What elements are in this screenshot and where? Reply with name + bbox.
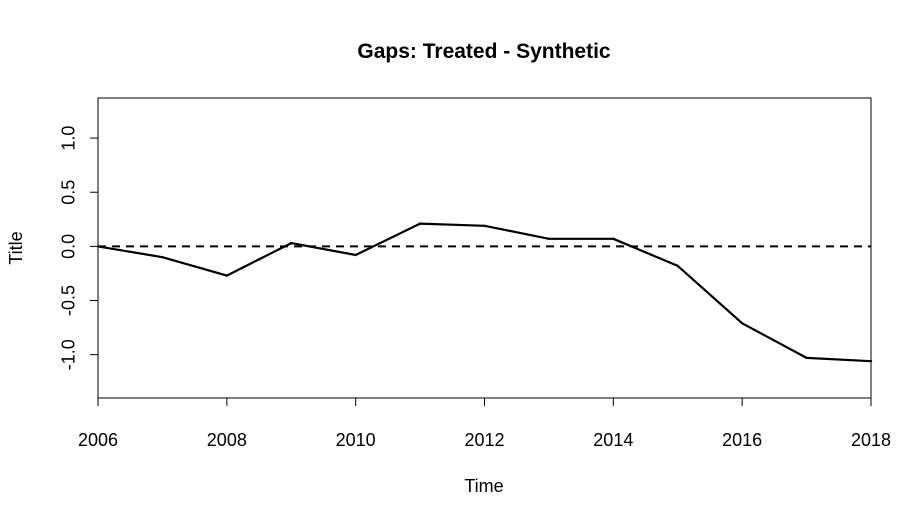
y-tick-label: 0.0 bbox=[59, 234, 79, 259]
data-point bbox=[869, 359, 873, 363]
x-tick-label: 2006 bbox=[78, 430, 118, 450]
x-tick-label: 2016 bbox=[722, 430, 762, 450]
data-point bbox=[676, 264, 679, 268]
x-tick-label: 2018 bbox=[851, 430, 891, 450]
x-tick-label: 2010 bbox=[336, 430, 376, 450]
y-tick-label: -0.5 bbox=[59, 285, 79, 316]
y-tick-label: 0.5 bbox=[59, 180, 79, 205]
y-tick-label: -1.0 bbox=[59, 339, 79, 370]
data-point bbox=[740, 322, 744, 325]
data-point bbox=[612, 237, 615, 240]
data-point bbox=[161, 256, 164, 259]
y-axis: -1.0 -0.5 0.0 0.5 1.0 bbox=[59, 126, 98, 370]
data-point bbox=[805, 356, 808, 360]
data-point bbox=[547, 237, 551, 240]
y-axis-label: Title bbox=[6, 231, 26, 264]
x-axis: 2006 2008 2010 2012 2014 2016 2018 bbox=[78, 398, 891, 450]
data-point bbox=[96, 245, 100, 248]
data-point bbox=[483, 224, 486, 227]
x-tick-label: 2008 bbox=[207, 430, 247, 450]
data-point bbox=[354, 253, 357, 257]
plot-frame bbox=[97, 97, 872, 399]
series-layer bbox=[96, 222, 873, 363]
chart-title: Gaps: Treated - Synthetic bbox=[357, 40, 611, 63]
gap-series-line bbox=[97, 222, 872, 363]
data-point bbox=[418, 222, 422, 225]
x-axis-label: Time bbox=[464, 476, 503, 496]
x-tick-label: 2014 bbox=[593, 430, 633, 450]
y-tick-label: 1.0 bbox=[59, 126, 79, 151]
x-tick-label: 2012 bbox=[464, 430, 504, 450]
data-point bbox=[290, 241, 293, 245]
data-point bbox=[225, 274, 229, 277]
